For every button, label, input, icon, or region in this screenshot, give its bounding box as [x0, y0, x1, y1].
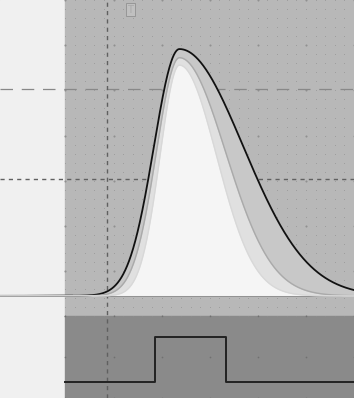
Bar [0, 0, 65, 398]
Bar [65, 316, 354, 398]
Text: T: T [127, 5, 133, 15]
Bar [65, 0, 354, 316]
